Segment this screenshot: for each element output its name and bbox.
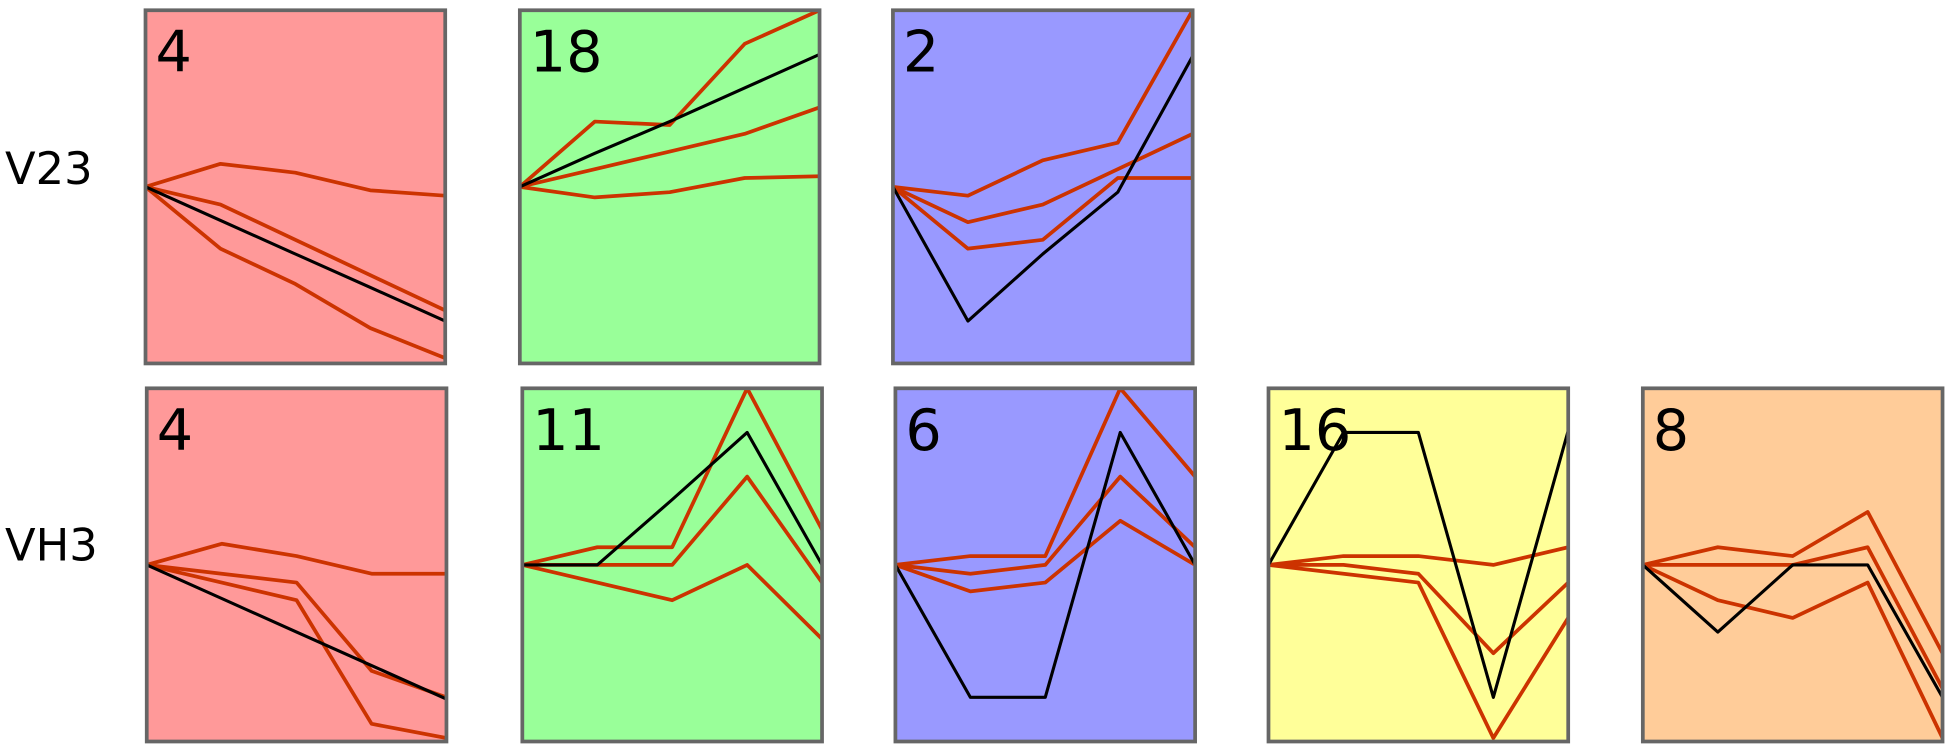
panel-lines: [146, 541, 447, 740]
profile-line: [1268, 430, 1569, 699]
panel: 18: [517, 8, 822, 366]
row-label: VH3: [5, 519, 98, 572]
profile-line: [145, 185, 446, 360]
panel-title: 18: [530, 20, 603, 86]
profile-line: [145, 161, 446, 198]
profile-line: [146, 563, 447, 701]
panel-lines: [1642, 510, 1943, 739]
panel-title: 16: [1278, 398, 1351, 464]
panel: 6: [893, 386, 1197, 744]
panel: 11: [520, 386, 824, 744]
profile-line: [146, 563, 447, 740]
panel-lines: [522, 388, 823, 641]
profile-line: [522, 388, 823, 567]
profile-line: [1642, 510, 1943, 655]
profile-line: [892, 132, 1193, 225]
panel-title: 4: [155, 20, 191, 86]
panel-lines: [145, 161, 446, 360]
profile-line: [146, 541, 447, 576]
panel-lines: [892, 10, 1193, 323]
panel-lines: [895, 388, 1196, 699]
profile-line: [892, 176, 1193, 251]
panel-lines: [1268, 430, 1569, 740]
panel-background: [146, 388, 447, 742]
panel: 2: [891, 8, 1195, 366]
profile-line: [892, 55, 1193, 323]
profile-line: [895, 388, 1196, 567]
profile-line: [1268, 563, 1569, 656]
panel-border: [517, 8, 822, 366]
profile-line: [519, 52, 820, 189]
panel-background: [145, 10, 446, 364]
profile-line: [1268, 545, 1569, 567]
panel: 16: [1266, 386, 1571, 744]
profile-line: [1268, 563, 1569, 740]
profile-line: [145, 185, 446, 323]
panel-border: [520, 386, 824, 744]
panel-lines: [519, 10, 820, 200]
profile-line: [519, 174, 820, 200]
panel-title: 2: [903, 20, 939, 86]
profile-line: [522, 563, 823, 641]
panel: 8: [1640, 386, 1945, 744]
profile-line: [145, 185, 446, 313]
panel-background: [892, 10, 1193, 364]
profile-line: [1642, 563, 1943, 699]
panel-title: 8: [1653, 398, 1689, 464]
profile-line: [519, 10, 820, 189]
panel-background: [519, 10, 820, 364]
profile-line: [146, 563, 447, 700]
panel-border: [891, 8, 1195, 366]
panel-border: [144, 386, 449, 744]
profile-line: [892, 10, 1193, 198]
panel-border: [143, 8, 448, 366]
profile-line: [895, 474, 1196, 576]
panel-border: [1266, 386, 1571, 744]
profile-line: [895, 518, 1196, 594]
panel-border: [1640, 386, 1945, 744]
row-label: V23: [5, 142, 93, 195]
panel-title: 4: [157, 398, 193, 464]
profile-line: [895, 430, 1196, 699]
profile-line: [522, 430, 823, 567]
profile-line: [519, 105, 820, 189]
panel-title: 11: [532, 398, 605, 464]
profile-line: [1642, 563, 1943, 739]
panel: 4: [144, 386, 449, 744]
panel-title: 6: [905, 398, 941, 464]
panel: 4: [143, 8, 448, 366]
panel-border: [893, 386, 1197, 744]
